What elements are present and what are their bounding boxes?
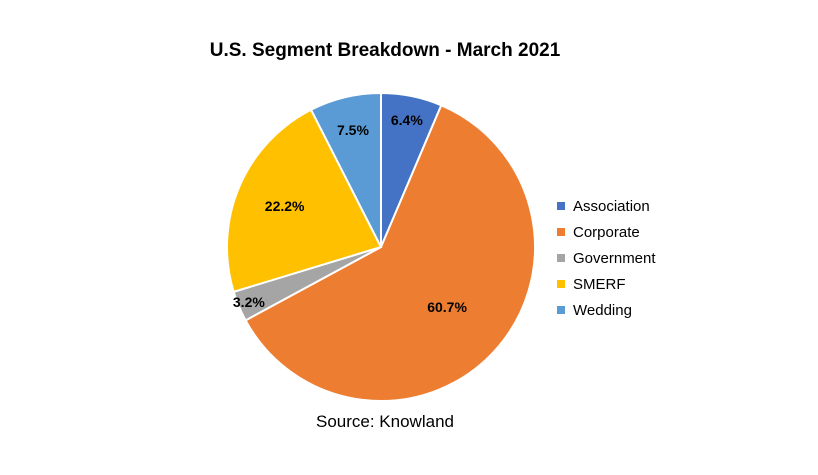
legend-label-smerf: SMERF: [573, 275, 626, 293]
chart-title: U.S. Segment Breakdown - March 2021: [209, 40, 561, 61]
legend-label-wedding: Wedding: [573, 301, 632, 319]
legend-item-government: Government: [557, 245, 687, 271]
legend-item-smerf: SMERF: [557, 271, 687, 297]
legend-label-government: Government: [573, 249, 656, 267]
pie-slice-corporate: [244, 103, 536, 402]
legend-swatch-wedding: [557, 306, 565, 314]
data-label-wedding: 7.5%: [337, 122, 369, 138]
legend-item-association: Association: [557, 193, 687, 219]
legend-label-association: Association: [573, 197, 650, 215]
chart-source: Source: Knowland: [316, 412, 454, 431]
data-label-government: 3.2%: [233, 294, 265, 310]
legend-swatch-association: [557, 202, 565, 210]
data-label-smerf: 22.2%: [265, 198, 305, 214]
legend-label-corporate: Corporate: [573, 223, 640, 241]
legend-item-corporate: Corporate: [557, 219, 687, 245]
data-label-association: 6.4%: [391, 112, 423, 128]
legend-swatch-government: [557, 254, 565, 262]
chart-legend: Association Corporate Government SMERF Weddi…: [557, 193, 687, 323]
pie-slice-smerf: [226, 108, 383, 294]
legend-swatch-smerf: [557, 280, 565, 288]
data-label-corporate: 60.7%: [427, 299, 467, 315]
legend-item-wedding: Wedding: [557, 297, 687, 323]
pie-slice-wedding: [309, 91, 382, 248]
legend-swatch-corporate: [557, 228, 565, 236]
